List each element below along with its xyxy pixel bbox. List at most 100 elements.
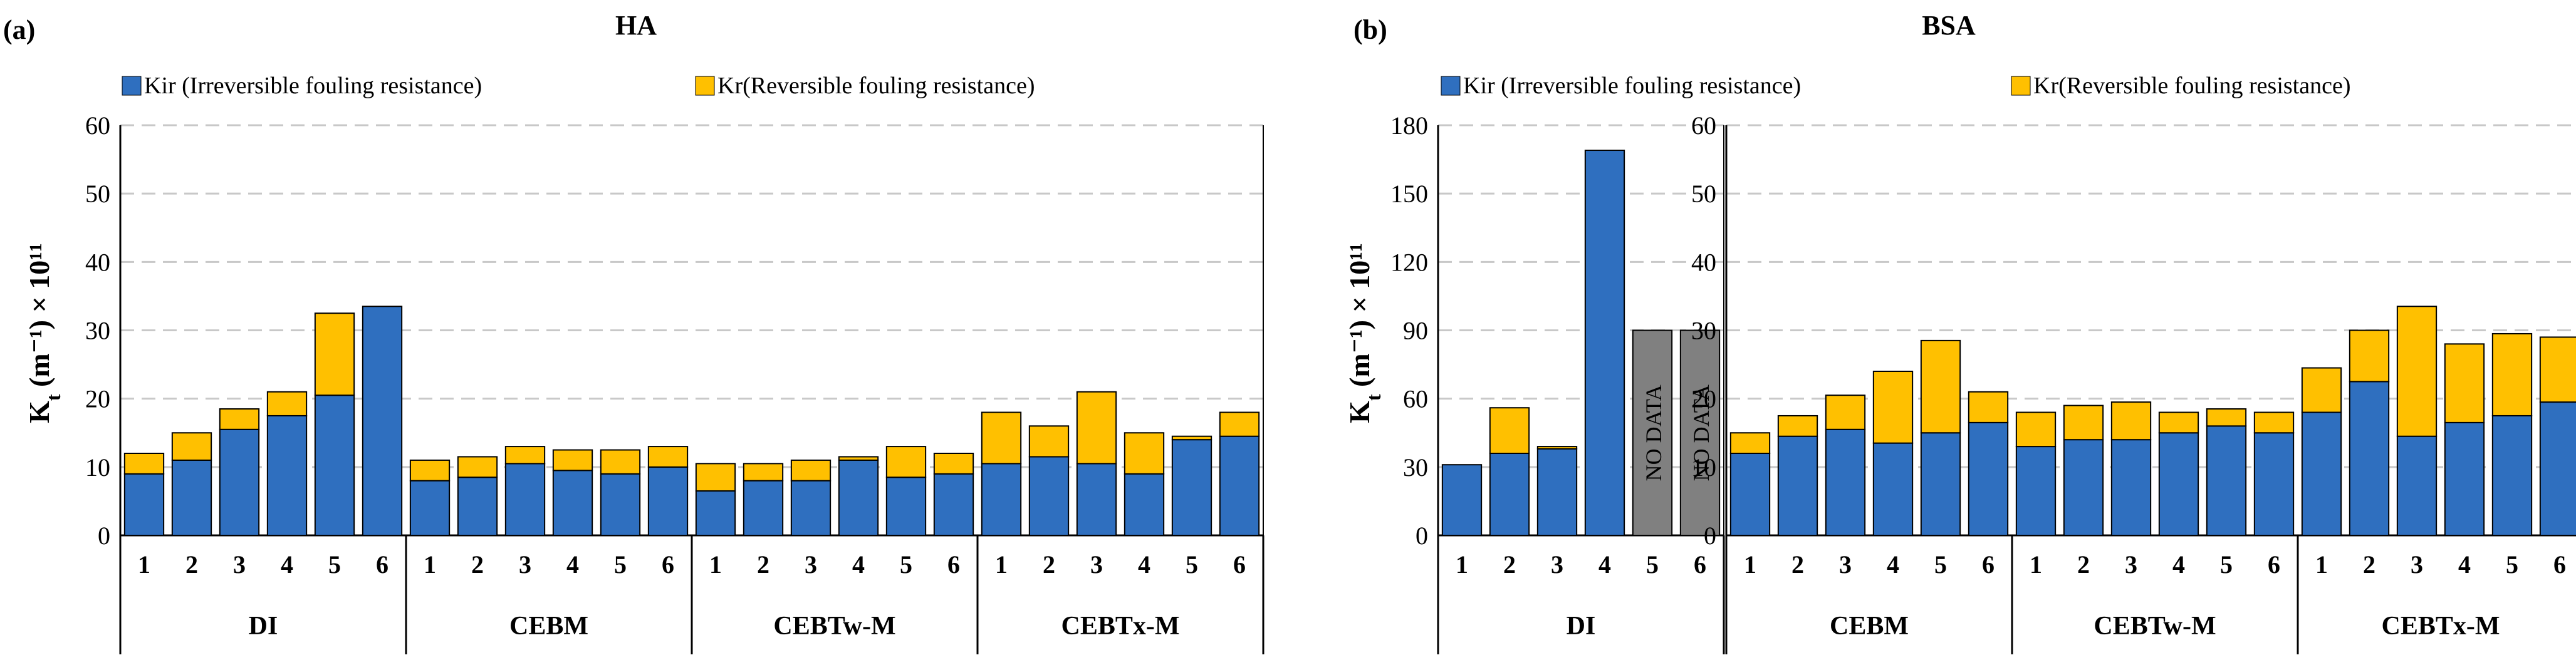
bar-kir <box>2444 421 2485 536</box>
bar-kir <box>790 480 832 537</box>
x-tick-label: 6 <box>1694 550 1706 579</box>
bar-kir <box>552 470 593 537</box>
x-tick-label: 2 <box>2077 550 2090 579</box>
x-tick-label: 2 <box>471 550 484 579</box>
bar-kir <box>2491 415 2533 536</box>
x-tick-label: 3 <box>233 550 246 579</box>
bar-kir <box>838 459 879 537</box>
bar-kr <box>885 446 927 478</box>
bar-kr <box>981 411 1022 465</box>
bar-kr <box>2349 329 2390 383</box>
bar-kir <box>647 466 689 536</box>
bar-kr <box>2158 411 2199 434</box>
bar-kr <box>2396 306 2438 437</box>
bar-kr <box>2301 367 2342 413</box>
bar-kr <box>2110 401 2152 441</box>
y-tick-label: 0 <box>1416 522 1428 550</box>
bar-kr <box>1872 371 1914 444</box>
bar-kr <box>1536 446 1578 450</box>
panel-b-label: (b) <box>1353 14 1387 45</box>
panel-a-legend-kir-label: Kir (Irreversible fouling resistance) <box>144 73 482 99</box>
x-tick-label: 4 <box>2458 550 2471 579</box>
x-tick-label: 2 <box>2363 550 2375 579</box>
y-tick-label: 30 <box>1691 317 1716 345</box>
x-tick-label: 3 <box>1839 550 1852 579</box>
bar-kir <box>1825 428 1866 537</box>
y-tick-label: 20 <box>85 385 110 413</box>
panel-b-legend-kr-label: Kr(Reversible fouling resistance) <box>2033 73 2351 99</box>
bar-kir <box>123 473 165 536</box>
y-tick-label: 60 <box>1691 111 1716 140</box>
bar-kir <box>314 394 355 536</box>
bar-kr <box>314 312 355 396</box>
y-tick-label: 0 <box>1704 522 1716 550</box>
x-tick-label: 3 <box>2411 550 2423 579</box>
group-label: DI <box>249 612 278 641</box>
bar-kr <box>552 449 593 472</box>
bar-kir <box>1536 448 1578 536</box>
y-tick-label: 30 <box>1403 453 1428 482</box>
bar-kr <box>1777 415 1818 437</box>
x-tick-label: 6 <box>1982 550 1995 579</box>
x-tick-label: 6 <box>1233 550 1246 579</box>
panel-b-ylabel-sub: t <box>1362 394 1385 401</box>
bar-kr <box>1124 432 1165 475</box>
y-tick-label: 180 <box>1390 111 1428 140</box>
group-CEBTx-M: 1 2 3 4 5 6 CEBTx-M <box>981 391 1265 654</box>
x-tick-label: 4 <box>566 550 579 579</box>
panel-a-ylabel-k: K <box>23 401 55 423</box>
x-tick-label: 1 <box>424 550 436 579</box>
group-label: CEBTx-M <box>2382 612 2500 641</box>
bar-kir <box>2253 432 2295 536</box>
x-tick-label: 4 <box>2172 550 2185 579</box>
y-tick-label: 60 <box>85 111 110 140</box>
x-tick-label: 6 <box>376 550 388 579</box>
panel-b-legend-kir-swatch <box>1441 76 1461 96</box>
bar-kir <box>1584 150 1625 536</box>
bar-kr <box>1171 435 1212 441</box>
x-tick-label: 2 <box>185 550 198 579</box>
x-tick-label: 3 <box>2125 550 2137 579</box>
bar-kr <box>647 446 689 468</box>
y-tick-label: 50 <box>85 180 110 208</box>
panel-b-legend-kir-label: Kir (Irreversible fouling resistance) <box>1463 73 1801 99</box>
y-tick-label: 60 <box>1403 385 1428 413</box>
y-tick-label: 50 <box>1691 180 1716 208</box>
group-label: CEBTx-M <box>1061 612 1180 641</box>
bar-kr <box>2253 411 2295 434</box>
x-tick-label: 4 <box>1138 550 1150 579</box>
bar-kr <box>2539 336 2576 403</box>
y-tick-label: 10 <box>1691 453 1716 482</box>
bar-kir <box>2063 439 2104 537</box>
bar-kir <box>1920 432 1961 536</box>
x-tick-label: 6 <box>947 550 960 579</box>
x-tick-label: 4 <box>852 550 865 579</box>
bar-kr <box>2206 408 2247 427</box>
group-DI: 1 2 3 4 NO DATA 5 NO DATA 6 DI <box>1441 150 1725 654</box>
panel-b-legend-kr-swatch <box>2011 76 2031 96</box>
no-data-label: NO DATA <box>1641 384 1666 481</box>
group-DI: 1 2 3 4 5 6 DI <box>123 306 407 654</box>
x-tick-label: 3 <box>519 550 531 579</box>
panel-b-ylabel-k: K <box>1343 401 1375 423</box>
bar-kir <box>1489 453 1530 536</box>
bar-kir <box>1441 464 1483 537</box>
x-tick-label: 5 <box>614 550 627 579</box>
bar-kr <box>504 446 546 465</box>
bar-kir <box>2349 381 2390 536</box>
bar-kr <box>1489 407 1530 455</box>
bar-kir <box>1028 456 1070 536</box>
y-tick-label: 150 <box>1390 180 1428 208</box>
x-tick-label: 6 <box>2553 550 2566 579</box>
bar-kir <box>981 463 1022 536</box>
x-tick-label: 1 <box>709 550 722 579</box>
x-tick-label: 3 <box>805 550 817 579</box>
panel-a-ylabel-sub: t <box>42 394 65 401</box>
bar-kir <box>1872 442 1914 536</box>
panel-b-ylabel-rest: (m⁻¹) × 10¹¹ <box>1343 243 1375 394</box>
panel-a-ylabel-rest: (m⁻¹) × 10¹¹ <box>23 243 55 394</box>
bar-kr <box>695 463 736 492</box>
bar-kr <box>1968 391 2009 423</box>
bar-kr <box>1028 425 1070 458</box>
